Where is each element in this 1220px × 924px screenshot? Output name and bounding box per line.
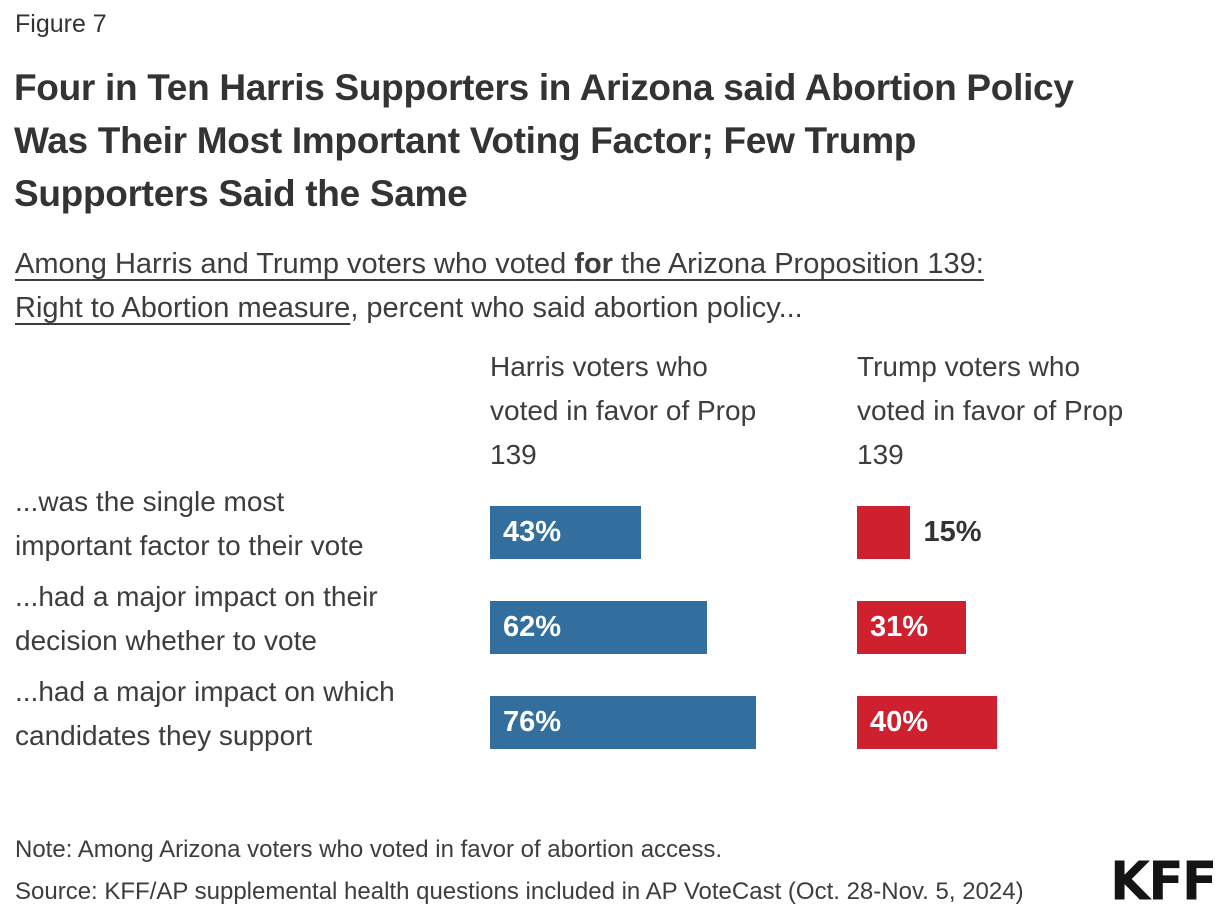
column-header-trump: Trump voters who voted in favor of Prop 13… — [857, 345, 1197, 477]
chart-subtitle: Among Harris and Trump voters who voted … — [15, 242, 1210, 330]
chart-title-line: Supporters Said the Same — [14, 173, 468, 214]
chart-subtitle-line: Right to Abortion measure, percent who s… — [15, 286, 1210, 330]
column-header-line: 139 — [490, 439, 537, 470]
chart-subtitle-segment: the Arizona Proposition 139: — [612, 248, 984, 280]
chart-subtitle-segment: , percent who said abortion policy... — [350, 292, 803, 324]
column-header-line: 139 — [857, 439, 904, 470]
bar-value-label: 31% — [870, 611, 929, 643]
chart-subtitle-segment: Right to Abortion measure — [15, 292, 351, 324]
row-label: ...was the single most important factor t… — [15, 480, 485, 568]
row-label: ...had a major impact on which candidates… — [15, 670, 485, 758]
chart-title: Four in Ten Harris Supporters in Arizona… — [14, 61, 1209, 220]
row-label-line: ...had a major impact on which — [15, 676, 395, 707]
bar-trump-row3: 40% — [857, 696, 997, 749]
bar-trump-row2: 31% — [857, 601, 966, 654]
chart-subtitle-segment: for — [574, 248, 613, 280]
figure-number-label: Figure 7 — [15, 10, 107, 38]
bar-harris-row1: 43% — [490, 506, 641, 559]
row-label: ...had a major impact on their decision w… — [15, 575, 485, 663]
column-header-line: voted in favor of Prop — [490, 395, 757, 426]
column-header-harris: Harris voters who voted in favor of Prop 1… — [490, 345, 830, 477]
row-label-line: decision whether to vote — [15, 625, 317, 656]
column-header-line: Trump voters who — [857, 351, 1081, 382]
chart-title-line: Four in Ten Harris Supporters in Arizona… — [14, 67, 1074, 108]
bar-harris-row3: 76% — [490, 696, 756, 749]
bar-value-label: 15% — [923, 516, 982, 548]
row-label-line: ...was the single most — [15, 486, 285, 517]
row-label-line: ...had a major impact on their — [15, 581, 378, 612]
bar-value-label: 76% — [503, 706, 562, 738]
row-label-line: important factor to their vote — [15, 530, 364, 561]
chart-note: Note: Among Arizona voters who voted in … — [15, 836, 723, 863]
column-header-line: voted in favor of Prop — [857, 395, 1124, 426]
bar-value-label: 43% — [503, 516, 562, 548]
row-label-line: candidates they support — [15, 720, 313, 751]
chart-subtitle-segment: Among Harris and Trump voters who voted — [15, 248, 575, 280]
bar-trump-row1 — [857, 506, 910, 559]
chart-title-line: Was Their Most Important Voting Factor; … — [14, 120, 917, 161]
bar-value-label: 62% — [503, 611, 562, 643]
column-header-line: Harris voters who — [490, 351, 708, 382]
bar-harris-row2: 62% — [490, 601, 707, 654]
kff-logo: KFF — [1110, 851, 1217, 913]
chart-subtitle-line: Among Harris and Trump voters who voted … — [15, 242, 1210, 286]
chart-source: Source: KFF/AP supplemental health quest… — [15, 878, 1024, 905]
bar-value-label: 40% — [870, 706, 929, 738]
